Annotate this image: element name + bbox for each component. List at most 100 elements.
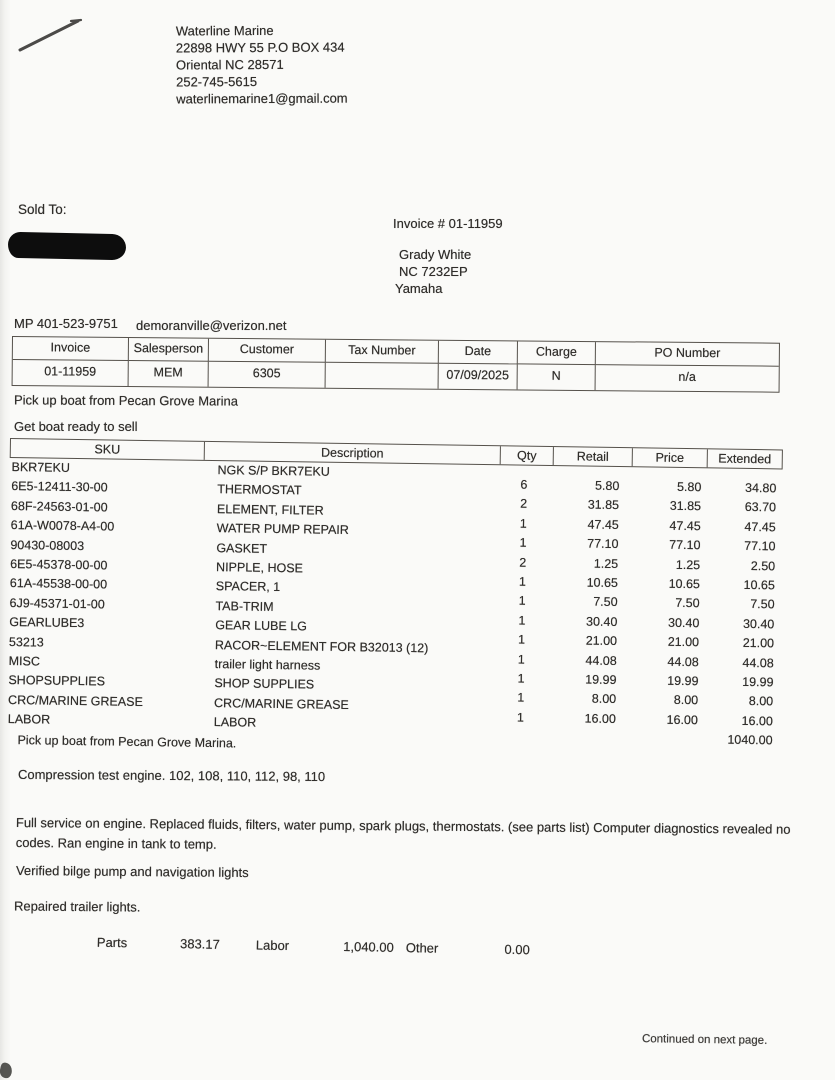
item-price: 7.50 (675, 596, 700, 611)
vendor-city: Oriental NC 28571 (175, 56, 284, 73)
item-retail (549, 730, 628, 731)
item-description: ELEMENT, FILTER (216, 501, 324, 518)
labor-extended-total: 1040.00 (727, 733, 773, 748)
item-retail: 30.40 (585, 614, 618, 629)
salesperson-value: MEM (128, 361, 209, 387)
col-header-tax-number: Tax Number (325, 339, 439, 364)
item-retail: 16.00 (584, 711, 617, 726)
item-extended: 34.80 (744, 480, 777, 496)
item-qty: 1 (517, 690, 525, 705)
item-extended: 7.50 (750, 597, 775, 612)
item-extended: 63.70 (744, 500, 777, 515)
col-header-description: Description (204, 441, 501, 465)
item-description: LABOR (213, 715, 257, 730)
item-retail: 5.80 (594, 478, 620, 494)
engine-make: Yamaha (395, 281, 443, 296)
other-value: 0.00 (504, 941, 530, 958)
item-extended: 21.00 (742, 636, 775, 651)
col-header-qty: Qty (500, 446, 554, 466)
summary-value-row: 01-11959 MEM 6305 07/09/2025 N n/a (12, 360, 779, 392)
work-note-pickup: Pick up boat from Pecan Grove Marina (13, 392, 239, 409)
service-note-compression: Compression test engine. 102, 108, 110, … (17, 766, 326, 785)
col-header-salesperson: Salesperson (128, 338, 209, 362)
item-sku: LABOR (7, 712, 51, 727)
item-description: NGK S/P BKR7EKU (217, 463, 330, 479)
item-description: NIPPLE, HOSE (216, 560, 304, 576)
boat-registration: NC 7232EP (399, 264, 468, 279)
item-description: GEAR LUBE LG (215, 618, 308, 634)
item-qty: 1 (517, 652, 525, 667)
item-sku: BKR7EKU (11, 460, 71, 475)
item-qty (496, 729, 549, 730)
item-description: WATER PUMP REPAIR (216, 521, 349, 538)
item-qty: 1 (518, 632, 526, 647)
col-header-price: Price (632, 448, 708, 468)
item-description: trailer light harness (214, 656, 321, 673)
item-description: GASKET (216, 540, 268, 556)
item-price: 77.10 (669, 537, 701, 553)
item-retail: 7.50 (593, 595, 618, 610)
item-qty: 1 (518, 593, 526, 609)
item-description: RACOR~ELEMENT FOR B32013 (12) (214, 637, 429, 655)
labor-value: 1,040.00 (343, 938, 394, 955)
item-description: TAB-TRIM (215, 598, 274, 614)
scan-artifact-speck (0, 1061, 14, 1080)
service-note-full-service: Full service on engine. Replaced fluids,… (15, 814, 791, 852)
item-extended: 47.45 (744, 519, 776, 535)
item-sku: 6E5-45378-00-00 (10, 556, 108, 573)
item-qty: 1 (519, 535, 527, 550)
item-price: 19.99 (667, 673, 699, 689)
item-extended: 44.08 (742, 655, 774, 670)
spacer (393, 232, 503, 246)
item-description: SHOP SUPPLIES (214, 676, 315, 692)
parts-label: Parts (96, 934, 128, 951)
col-header-retail: Retail (553, 447, 633, 467)
item-qty: 1 (518, 574, 527, 589)
item-retail: 21.00 (585, 633, 618, 649)
continued-note: Continued on next page. (641, 1033, 768, 1047)
item-retail: 31.85 (587, 497, 620, 513)
vendor-name: Waterline Marine (175, 22, 274, 39)
item-extended: 19.99 (742, 674, 774, 690)
invoice-ref-block: Invoice # 01-11959 Grady White NC 7232EP… (393, 215, 503, 297)
item-sku: 6E5-12411-30-00 (11, 479, 108, 495)
item-extended: 2.50 (750, 558, 776, 573)
col-header-customer: Customer (208, 338, 326, 363)
item-sku: SHOPSUPPLIES (8, 673, 106, 689)
boat-make: Grady White (399, 247, 472, 262)
item-extended: 16.00 (741, 713, 773, 729)
item-price: 1.25 (675, 557, 701, 572)
item-retail: 44.08 (585, 653, 617, 668)
owner-phone: MP 401-523-9751 (14, 316, 118, 331)
items-body: BKR7EKU NGK S/P BKR7EKU 6 5.80 5.80 34.8… (5, 460, 782, 762)
item-price: 21.00 (667, 634, 700, 650)
owner-email: demoranville@verizon.net (136, 318, 287, 333)
item-retail: 1.25 (593, 556, 619, 571)
item-description: THERMOSTAT (217, 482, 302, 498)
item-price: 16.00 (666, 712, 698, 727)
item-sku: 53213 (8, 634, 44, 650)
item-price: 44.08 (667, 654, 699, 669)
item-retail: 8.00 (591, 691, 617, 707)
item-extended: 30.40 (742, 616, 775, 632)
service-note-trailer: Repaired trailer lights. (13, 898, 141, 915)
tax-number-value (325, 362, 439, 389)
work-note-ready: Get boat ready to sell (14, 419, 138, 434)
sold-to-label: Sold To: (18, 202, 67, 217)
item-sku: 90430-08003 (10, 537, 85, 553)
item-price: 10.65 (668, 576, 701, 592)
totals-row: Parts 383.17 Labor 1,040.00 Other 0.00 (0, 933, 640, 968)
vendor-email: waterlinemarine1@gmail.com (176, 90, 348, 107)
col-header-sku: SKU (10, 439, 205, 460)
item-retail: 10.65 (586, 575, 619, 590)
item-sku: 61A-W0078-A4-00 (10, 518, 115, 534)
item-qty: 2 (520, 496, 528, 512)
invoice-number: Invoice # 01-11959 (393, 216, 503, 231)
parts-value: 383.17 (179, 936, 220, 952)
item-extended: 77.10 (744, 539, 776, 554)
item-sku: MISC (8, 653, 41, 669)
item-sku: 61A-45538-00-00 (9, 576, 108, 592)
invoice-value: 01-11959 (12, 360, 129, 387)
item-price: 5.80 (676, 479, 702, 495)
item-extended: 10.65 (743, 577, 776, 593)
